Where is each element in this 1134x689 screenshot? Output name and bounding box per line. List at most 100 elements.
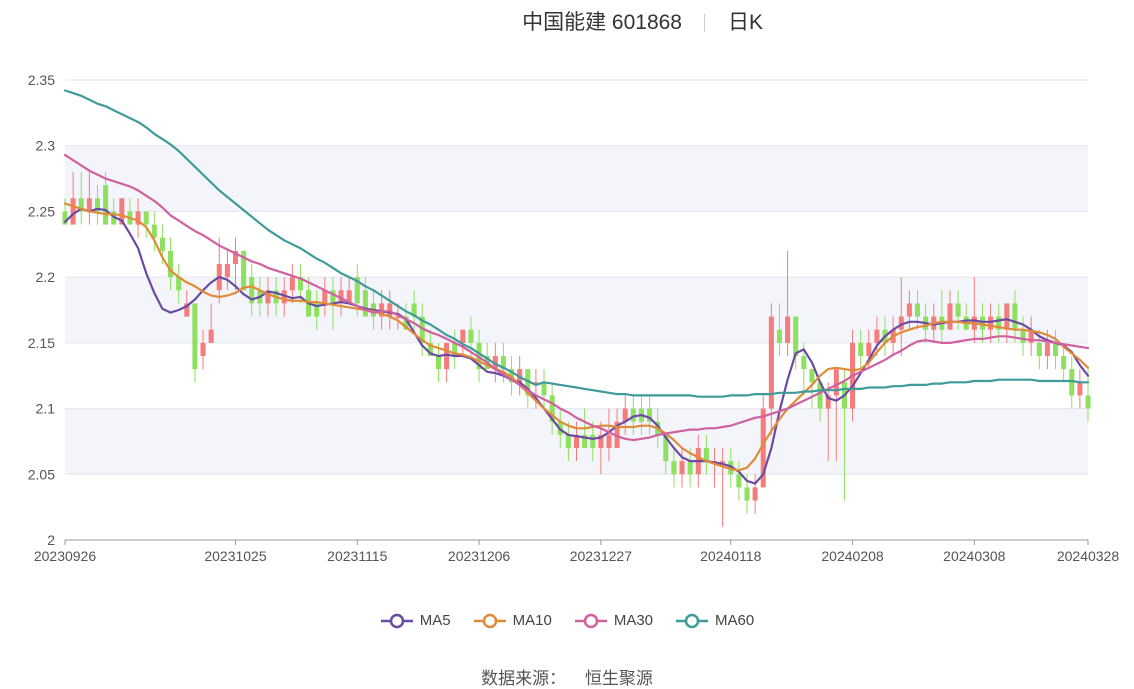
candle: [1085, 369, 1091, 422]
candle-body: [492, 356, 498, 370]
data-source: 数据来源： 恒生聚源: [0, 664, 1134, 689]
x-tick-label: 20240308: [943, 548, 1006, 564]
candle-body: [1036, 342, 1042, 356]
candle-body: [200, 342, 206, 356]
candle: [898, 277, 904, 356]
candle-body: [192, 303, 198, 370]
candle: [663, 434, 669, 475]
legend-item-ma10[interactable]: MA10: [473, 612, 552, 629]
candle: [720, 448, 726, 527]
legend-item-ma30[interactable]: MA30: [574, 612, 653, 629]
candle-body: [630, 408, 636, 422]
ma-line-ma10: [63, 202, 1090, 472]
candle-body: [955, 303, 961, 317]
candle-body: [1077, 382, 1083, 396]
legend-item-ma60[interactable]: MA60: [675, 612, 754, 629]
y-tick-label: 2.1: [36, 401, 56, 417]
candle: [687, 448, 693, 488]
candle-body: [590, 434, 596, 448]
candle-body: [906, 303, 912, 317]
candle-body: [549, 395, 555, 422]
x-tick-label: 20231206: [448, 548, 511, 564]
ma-line-ma5: [63, 207, 1090, 485]
candle-body: [509, 369, 515, 383]
candle-body: [460, 329, 466, 343]
candle: [565, 421, 571, 462]
candle: [549, 382, 555, 435]
candle-body: [582, 434, 588, 448]
candle: [468, 316, 474, 356]
y-tick-label: 2.35: [28, 72, 55, 88]
candle: [103, 172, 109, 225]
candle: [874, 316, 880, 356]
candle: [914, 290, 921, 330]
candle-body: [947, 303, 953, 330]
candle-body: [996, 316, 1002, 330]
candle-body: [168, 250, 174, 278]
legend-line-circle-icon: [574, 613, 607, 628]
candle: [809, 369, 815, 409]
candle: [419, 303, 425, 356]
candle-body: [184, 303, 190, 317]
candle-body: [354, 277, 360, 304]
candle-body: [1053, 342, 1059, 356]
x-ticks: 20230926 20231025 20231115 20231206 20231227…: [34, 540, 1119, 564]
candle-body: [330, 290, 336, 304]
candle-body: [289, 277, 295, 291]
candle-body: [825, 395, 831, 409]
candle-body: [606, 434, 612, 448]
legend-label: MA5: [419, 612, 451, 629]
grid-band: [65, 145, 1088, 212]
candle: [86, 172, 92, 225]
candle: [403, 303, 409, 330]
candle-body: [70, 198, 76, 225]
candle: [265, 277, 271, 317]
candle-body: [1028, 329, 1034, 343]
candle: [444, 342, 450, 383]
candle: [1069, 356, 1075, 409]
x-tick-label: 20240118: [700, 548, 761, 564]
candle-body: [817, 382, 823, 409]
x-tick-label: 20231227: [570, 548, 633, 564]
candle-body: [768, 316, 774, 409]
ma-line-ma30: [63, 153, 1090, 442]
candle: [1044, 329, 1050, 370]
candle: [435, 342, 441, 383]
y-tick-label: 2.15: [28, 335, 55, 351]
legend-label: MA10: [512, 612, 552, 629]
candle-body: [833, 369, 839, 396]
x-tick-label: 20240208: [821, 548, 884, 564]
legend-item-ma5[interactable]: MA5: [380, 612, 451, 629]
candle: [614, 408, 620, 448]
candle: [452, 329, 458, 370]
candle-body: [444, 342, 450, 370]
legend[interactable]: MA5 MA10 MA30 MA60: [0, 612, 1134, 629]
candle-body: [241, 250, 247, 291]
candle-body: [776, 329, 782, 343]
candle-body: [663, 434, 669, 462]
candle: [728, 448, 734, 488]
candle-body: [598, 434, 604, 448]
candle: [776, 303, 782, 356]
data-source-value: 恒生聚源: [584, 669, 653, 688]
candle: [622, 395, 628, 435]
candle: [606, 408, 612, 462]
legend-label: MA30: [613, 612, 654, 629]
candle-body: [435, 356, 441, 370]
candle: [338, 277, 344, 317]
candle: [289, 264, 295, 304]
y-tick-label: 2.2: [36, 269, 56, 285]
candle: [590, 421, 596, 462]
candle-body: [249, 277, 255, 304]
candle: [801, 342, 807, 396]
candle-body: [647, 408, 653, 422]
candle: [752, 474, 758, 514]
candle-body: [573, 434, 580, 448]
candle-body: [176, 277, 182, 291]
candle-body: [94, 198, 100, 212]
candle-body: [565, 434, 571, 448]
x-tick-label: 20231115: [327, 548, 387, 564]
candle-body: [1069, 369, 1075, 396]
candle-body: [322, 290, 328, 304]
candle-body: [1012, 303, 1018, 330]
